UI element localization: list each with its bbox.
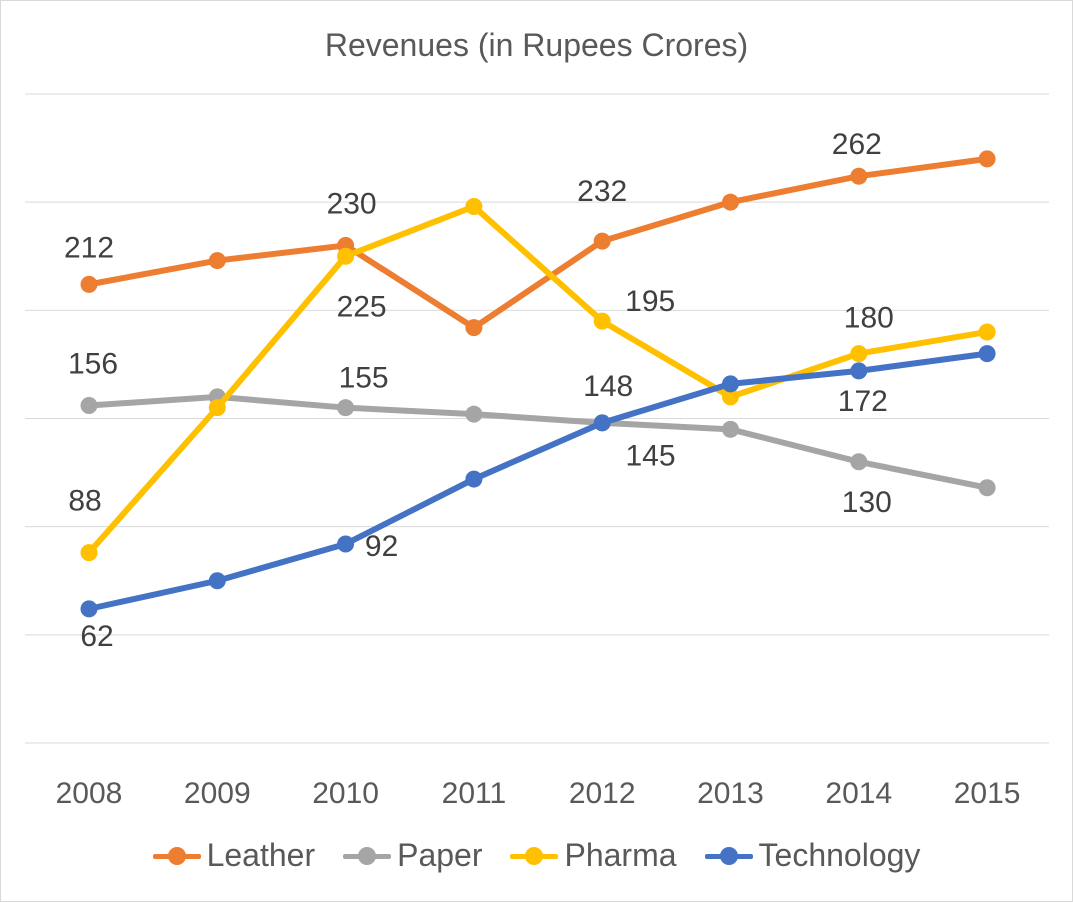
legend-item-leather: Leather: [152, 837, 316, 874]
data-point-pharma: [80, 544, 98, 562]
data-point-technology: [80, 600, 98, 618]
data-point-paper: [80, 397, 98, 415]
data-label-paper: 145: [625, 439, 675, 472]
data-label-leather: 232: [577, 175, 627, 208]
data-point-pharma: [337, 247, 355, 265]
data-label-technology: 92: [365, 530, 398, 563]
x-tick-label: 2011: [442, 777, 507, 810]
data-point-technology: [337, 535, 355, 553]
data-label-technology: 172: [838, 385, 888, 418]
data-label-pharma: 88: [68, 485, 101, 518]
data-label-paper: 155: [339, 362, 389, 395]
legend-swatch-technology: [704, 844, 753, 868]
data-point-leather: [465, 319, 483, 337]
x-tick-label: 2015: [954, 777, 1021, 810]
legend-item-pharma: Pharma: [510, 837, 677, 874]
legend-label-pharma: Pharma: [564, 837, 677, 873]
data-point-technology: [208, 572, 226, 590]
legend-swatch-leather: [152, 844, 201, 868]
data-point-pharma: [850, 345, 868, 363]
data-point-leather: [80, 275, 98, 293]
data-point-leather: [722, 193, 739, 211]
series-line-leather: [86, 155, 991, 331]
legend-swatch-pharma: [510, 844, 559, 868]
data-point-technology: [465, 470, 483, 488]
data-label-pharma: 180: [844, 302, 894, 335]
data-label-leather: 212: [64, 231, 114, 264]
x-tick-label: 2008: [56, 777, 123, 810]
data-label-paper: 148: [583, 370, 633, 403]
data-point-pharma: [593, 312, 611, 330]
data-point-leather: [978, 150, 996, 168]
x-tick-label: 2014: [825, 777, 892, 810]
x-tick-label: 2012: [569, 777, 636, 810]
data-point-paper: [722, 420, 739, 438]
x-tick-label: 2013: [697, 777, 764, 810]
data-label-paper: 156: [68, 348, 118, 381]
data-point-leather: [208, 252, 226, 270]
data-point-technology: [593, 414, 611, 432]
legend-label-technology: Technology: [758, 837, 921, 873]
data-point-paper: [850, 453, 868, 471]
data-point-technology: [722, 375, 739, 393]
legend-item-paper: Paper: [343, 837, 482, 874]
data-point-pharma: [722, 388, 739, 406]
series-line-paper: [86, 393, 991, 491]
data-point-paper: [465, 405, 483, 423]
series-line-technology: [86, 350, 991, 612]
data-point-leather: [850, 167, 868, 185]
data-point-pharma: [208, 399, 226, 417]
data-label-paper: 130: [842, 486, 892, 519]
data-point-leather: [593, 232, 611, 250]
data-point-pharma: [978, 323, 996, 341]
data-label-pharma: 195: [625, 285, 675, 318]
data-point-pharma: [465, 197, 483, 215]
data-point-technology: [850, 362, 868, 380]
data-label-pharma: 225: [337, 290, 387, 323]
data-label-leather: 230: [327, 187, 377, 220]
legend-swatch-paper: [343, 844, 392, 868]
chart-legend: Leather Paper Pharma Technology: [1, 837, 1072, 874]
data-label-technology: 62: [80, 620, 113, 653]
x-tick-label: 2009: [184, 777, 251, 810]
legend-item-technology: Technology: [704, 837, 921, 874]
data-label-leather: 262: [832, 128, 882, 161]
data-point-paper: [978, 479, 996, 497]
legend-label-paper: Paper: [397, 837, 483, 873]
x-tick-label: 2010: [312, 777, 379, 810]
legend-label-leather: Leather: [206, 837, 316, 873]
chart-title: Revenues (in Rupees Crores): [324, 27, 749, 63]
data-point-paper: [337, 399, 355, 417]
series-line-pharma: [86, 203, 991, 556]
data-point-technology: [978, 345, 996, 363]
